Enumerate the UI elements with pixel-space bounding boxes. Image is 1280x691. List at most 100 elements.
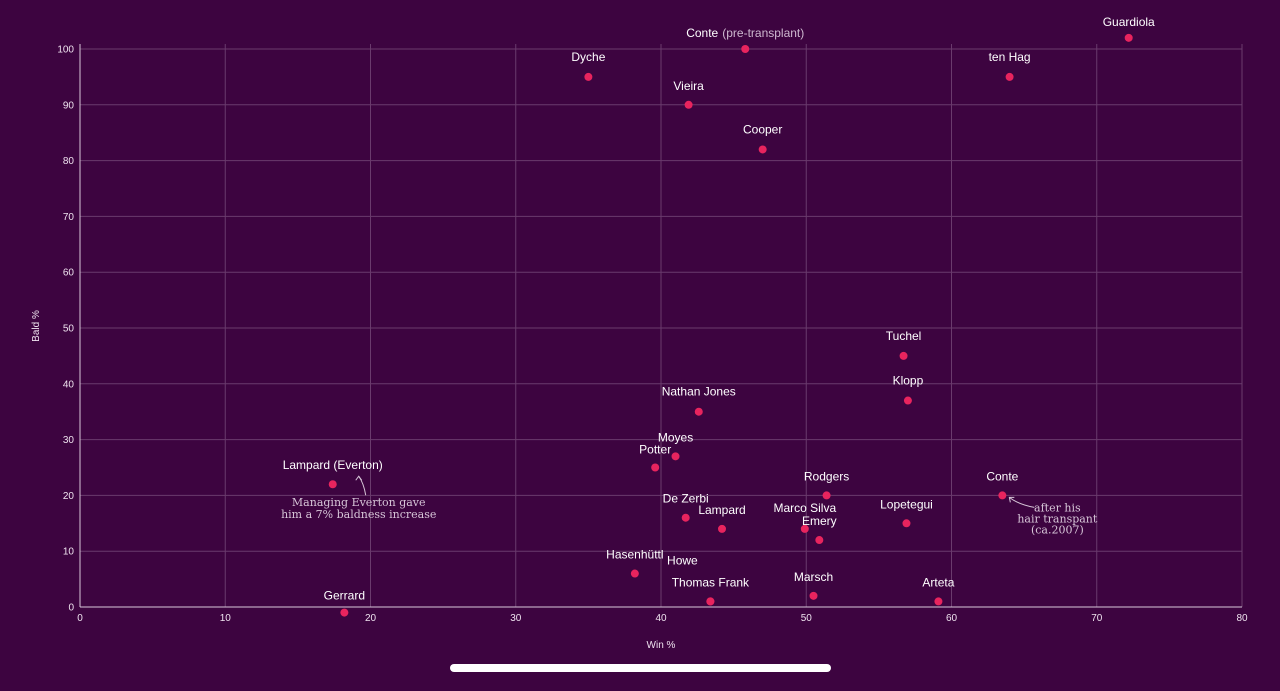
- point-label-name: Thomas Frank: [672, 575, 750, 589]
- point-label-name: Gerrard: [324, 589, 365, 603]
- data-point-conte[interactable]: [741, 45, 750, 53]
- point-label-name: ten Hag: [989, 50, 1031, 64]
- x-tick-label: 10: [220, 613, 232, 624]
- data-point-cooper[interactable]: [758, 145, 767, 154]
- annotation-arrowhead: [1008, 496, 1015, 503]
- point-label-klopp: Klopp: [893, 374, 924, 388]
- data-point-rodgers[interactable]: [822, 491, 831, 500]
- annotation-line: Managing Everton gave: [292, 496, 426, 509]
- data-point-vieira[interactable]: [684, 100, 693, 109]
- data-point-de-zerbi[interactable]: [681, 513, 690, 522]
- point-label-name: Emery: [802, 514, 837, 528]
- data-points: [328, 33, 1133, 617]
- x-tick-label: 60: [946, 613, 958, 624]
- x-tick-label: 80: [1236, 613, 1248, 624]
- point-label-cooper: Cooper: [743, 122, 782, 136]
- data-point-dyche[interactable]: [584, 72, 593, 81]
- point-label-name: Conte: [686, 26, 718, 40]
- data-point-klopp[interactable]: [903, 396, 912, 405]
- y-tick-label: 30: [63, 435, 75, 446]
- data-point-gerrard[interactable]: [340, 608, 349, 617]
- point-label-lampard-everton: Lampard (Everton): [283, 458, 383, 472]
- annotation-line: hair transpant: [1017, 512, 1098, 525]
- point-label-dyche: Dyche: [571, 50, 605, 64]
- y-tick-label: 50: [63, 324, 75, 335]
- point-label-name: Vieira: [673, 79, 704, 93]
- data-point-lampard[interactable]: [718, 524, 727, 533]
- data-point-tuchel[interactable]: [899, 351, 908, 360]
- data-point-arteta[interactable]: [934, 597, 943, 606]
- x-tick-label: 40: [655, 613, 667, 624]
- point-label-lopetegui: Lopetegui: [880, 497, 933, 511]
- point-label-name: Marsch: [794, 570, 833, 584]
- point-label-name: Potter: [639, 443, 671, 457]
- home-indicator-bar[interactable]: [450, 664, 831, 672]
- data-point-ten-hag[interactable]: [1005, 72, 1014, 81]
- annotation-conte-transplant: after his hair transpant (ca.2007): [1017, 501, 1098, 536]
- data-point-marco-silva[interactable]: [800, 524, 809, 533]
- y-tick-label: 20: [63, 491, 75, 502]
- y-tick-label: 0: [68, 603, 74, 614]
- point-label-suffix: (pre-transplant): [722, 26, 804, 40]
- x-tick-label: 30: [510, 613, 522, 624]
- y-tick-label: 100: [57, 45, 74, 56]
- data-point-marsch[interactable]: [809, 591, 818, 600]
- y-axis-title: Bald %: [31, 310, 42, 342]
- grid: [80, 44, 1243, 607]
- point-label-thomas-frank: Thomas Frank: [672, 575, 750, 589]
- point-label-name: Marco Silva: [773, 501, 836, 515]
- data-point-conte[interactable]: [998, 491, 1007, 500]
- data-point-lampard-everton[interactable]: [328, 480, 337, 489]
- annotation-everton: Managing Everton gave him a 7% baldness i…: [281, 496, 436, 521]
- point-label-emery: Emery: [802, 514, 837, 528]
- y-tick-label: 10: [63, 547, 75, 558]
- x-tick-label: 20: [365, 613, 377, 624]
- data-point-potter[interactable]: [651, 463, 660, 472]
- data-point-thomas-frank[interactable]: [706, 597, 715, 606]
- x-tick-label: 0: [77, 613, 83, 624]
- point-label-name: Lampard (Everton): [283, 458, 383, 472]
- data-point-hasenhu-ttl[interactable]: [630, 569, 639, 578]
- annotation-line: after his: [1034, 501, 1081, 514]
- y-tick-label: 80: [63, 156, 75, 167]
- point-label-name: Klopp: [893, 374, 924, 388]
- data-point-guardiola[interactable]: [1124, 33, 1133, 42]
- point-label-marco-silva: Marco Silva: [773, 501, 836, 515]
- annotation-arrow: [358, 475, 367, 496]
- point-label-conte: Conte: [986, 469, 1018, 483]
- point-label-name: Moyes: [658, 430, 693, 444]
- point-label-vieira: Vieira: [673, 79, 704, 93]
- annotation-arrow: [1009, 497, 1035, 508]
- point-label-marsch: Marsch: [794, 570, 833, 584]
- point-label-name: Conte: [986, 469, 1018, 483]
- data-point-moyes[interactable]: [671, 452, 680, 461]
- y-tick-label: 60: [63, 268, 75, 279]
- point-label-potter: Potter: [639, 443, 671, 457]
- annotation-line: him a 7% baldness increase: [281, 508, 436, 521]
- annotation-arrowhead: [355, 475, 363, 481]
- point-label-name: Nathan Jones: [662, 385, 736, 399]
- point-label-howe: Howe: [667, 553, 698, 567]
- point-label-hasenhu-ttl: Hasenhüttl: [606, 548, 663, 562]
- data-point-nathan-jones[interactable]: [694, 407, 703, 416]
- point-label-name: Howe: [667, 553, 698, 567]
- annotations: Managing Everton gave him a 7% baldness i…: [281, 475, 1098, 536]
- x-axis-title: Win %: [647, 640, 676, 651]
- point-label-name: Arteta: [922, 575, 954, 589]
- point-label-gerrard: Gerrard: [324, 589, 365, 603]
- point-label-moyes: Moyes: [658, 430, 693, 444]
- point-label-arteta: Arteta: [922, 575, 954, 589]
- data-point-lopetegui[interactable]: [902, 519, 911, 528]
- data-point-emery[interactable]: [815, 536, 824, 545]
- point-label-name: Guardiola: [1103, 15, 1155, 29]
- point-label-conte: Conte (pre-transplant): [686, 26, 804, 40]
- point-label-name: Dyche: [571, 50, 605, 64]
- x-tick-label: 50: [801, 613, 813, 624]
- point-label-name: Cooper: [743, 122, 782, 136]
- x-tick-label: 70: [1091, 613, 1103, 624]
- point-label-guardiola: Guardiola: [1103, 15, 1155, 29]
- y-tick-label: 90: [63, 100, 75, 111]
- point-label-de-zerbi: De Zerbi: [663, 492, 709, 506]
- point-label-name: Rodgers: [804, 469, 849, 483]
